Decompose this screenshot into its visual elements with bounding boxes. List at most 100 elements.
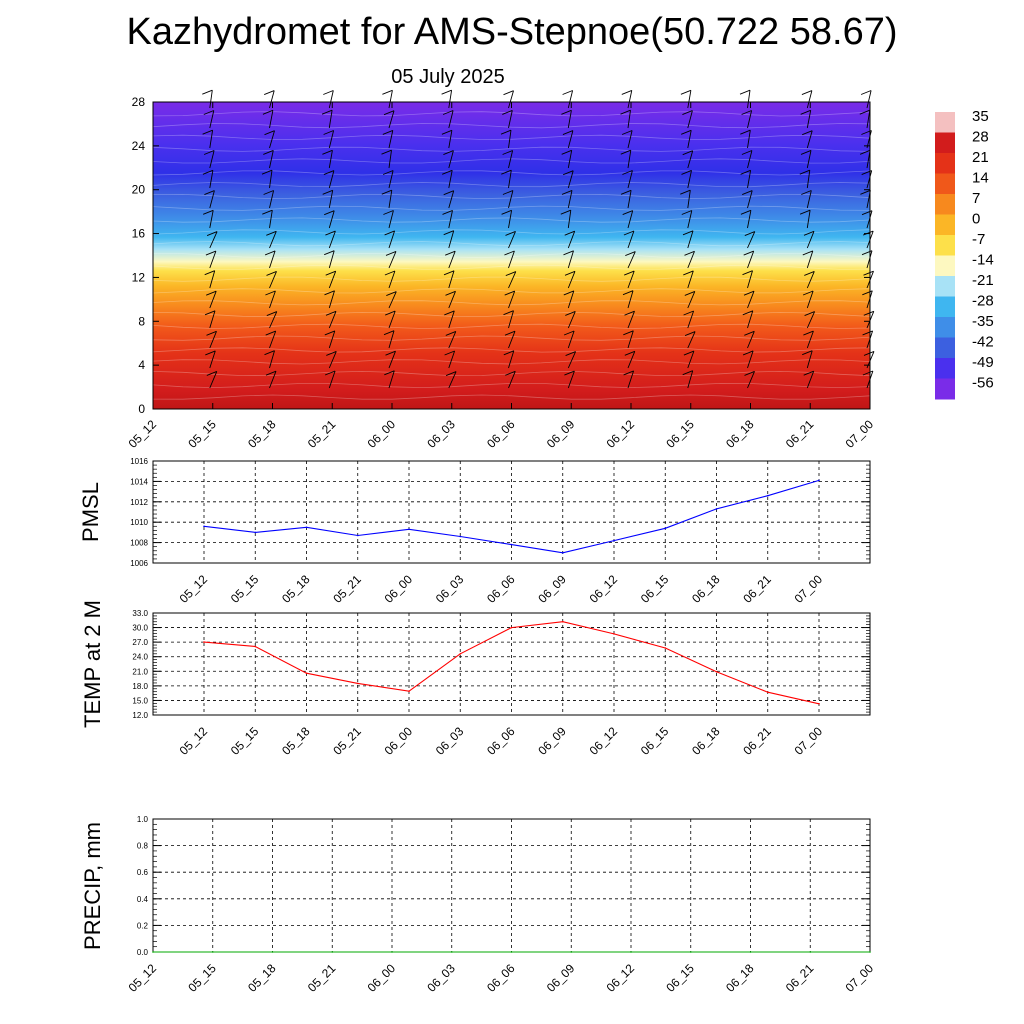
wind-barb-flag	[206, 370, 217, 376]
wind-barb-flag	[504, 290, 515, 296]
xtick-label: 06_06	[484, 724, 518, 758]
ytick-label: 21.0	[132, 667, 148, 676]
xtick-label: 06_12	[587, 724, 621, 758]
wind-barb	[448, 210, 453, 229]
wind-barb-flag	[620, 189, 632, 195]
wind-barb-flag	[860, 90, 872, 95]
colorbar-label: 7	[972, 190, 980, 207]
xtick-label: 06_18	[723, 961, 757, 995]
wind-barb-flag	[740, 129, 751, 135]
xtick-label: 05_21	[330, 572, 364, 606]
wind-barb-flag	[800, 149, 812, 155]
wind-barb	[627, 190, 632, 209]
xtick-label: 06_21	[740, 724, 774, 758]
wind-barb-flag	[803, 230, 815, 236]
xtick-label: 06_03	[433, 572, 467, 606]
wind-barb-flag	[860, 189, 871, 195]
wind-barb	[328, 290, 335, 309]
xtick-label: 06_09	[544, 961, 578, 995]
wind-barb	[209, 371, 218, 389]
colorbar-swatch	[935, 173, 955, 195]
pmsl-panel: 1006 1008 1010 1012 1014 1016 05_12 05_15 05_18 0…	[78, 457, 871, 606]
wind-barb	[328, 90, 334, 109]
wind-barb	[328, 210, 335, 229]
wind-barb-flag	[863, 270, 874, 276]
wind-barb-flag	[321, 109, 333, 115]
wind-barb	[567, 130, 574, 149]
data-point	[459, 535, 462, 538]
wind-barb	[269, 190, 275, 209]
wind-barb-flag	[863, 310, 874, 316]
wind-barb	[627, 351, 636, 369]
xtick-label: 06_06	[484, 961, 518, 995]
wind-barb	[687, 270, 694, 289]
wind-barb-flag	[264, 250, 276, 256]
wind-barb	[209, 231, 218, 249]
wind-barb	[567, 210, 572, 229]
data-point	[510, 626, 513, 629]
heatmap-y-axis: 0 4 8 12 16 20 24 28	[132, 95, 870, 416]
wind-barb-flag	[384, 270, 396, 276]
wind-barb-flag	[261, 169, 273, 175]
xtick-label: 06_00	[365, 961, 399, 995]
wind-barb	[627, 251, 636, 269]
data-point	[408, 528, 410, 531]
wind-barb	[508, 371, 516, 389]
data-point	[613, 539, 615, 542]
wind-barb-flag	[681, 169, 692, 175]
wind-barb-flag	[862, 290, 873, 296]
wind-barb-flag	[564, 270, 576, 276]
data-point	[818, 479, 820, 482]
wind-barb	[508, 231, 516, 249]
wind-barb	[448, 190, 455, 209]
data-point	[510, 951, 513, 953]
wind-barb-flag	[565, 310, 576, 316]
ytick-label: 1006	[130, 559, 148, 568]
isoline	[152, 335, 871, 341]
wind-barb-flag	[442, 209, 453, 215]
xtick-label: 06_12	[587, 572, 621, 606]
data-point	[630, 951, 632, 953]
wind-barb-flag	[322, 149, 333, 155]
ytick-label: 33.0	[132, 609, 148, 618]
wind-barb	[627, 150, 632, 169]
wind-barb-flag	[862, 330, 873, 336]
wind-barb-flag	[385, 310, 396, 316]
wind-barb-flag	[802, 250, 813, 256]
wind-barb	[448, 230, 455, 249]
colorbar-label: -42	[972, 334, 994, 351]
wind-barb-flag	[266, 311, 277, 317]
wind-barb-flag	[561, 149, 572, 155]
wind-barb-flag	[505, 230, 516, 236]
wind-barb-flag	[682, 370, 693, 376]
wind-barb	[866, 130, 872, 149]
wind-barb	[627, 270, 635, 289]
colorbar-swatch	[935, 153, 955, 174]
heatmap-xtick-label: 05_18	[245, 417, 279, 451]
wind-barb	[328, 230, 336, 249]
data-point	[408, 690, 410, 692]
wind-barb	[388, 170, 394, 189]
wind-barb-flag	[862, 370, 874, 376]
wind-barb-flag	[205, 350, 216, 356]
colorbar-swatch	[935, 276, 955, 297]
colorbar-label: 35	[972, 108, 989, 125]
wind-barb-flag	[564, 370, 575, 376]
wind-barb	[328, 250, 335, 269]
colorbar-swatch	[935, 317, 955, 338]
data-point	[767, 494, 769, 497]
wind-barb	[627, 90, 633, 109]
wind-barb-flag	[384, 370, 395, 376]
wind-barb-flag	[324, 330, 335, 336]
wind-barb-flag	[683, 310, 694, 316]
wind-barb	[388, 330, 395, 349]
colorbar-swatch	[935, 296, 955, 318]
wind-barb	[209, 250, 217, 269]
wind-barb-flag	[264, 90, 275, 96]
data-point	[331, 951, 334, 953]
wind-barb-flag	[803, 330, 814, 336]
wind-barb	[508, 190, 514, 209]
wind-barb	[747, 291, 755, 309]
wind-barb-flag	[621, 130, 633, 135]
wind-barb	[806, 350, 813, 369]
